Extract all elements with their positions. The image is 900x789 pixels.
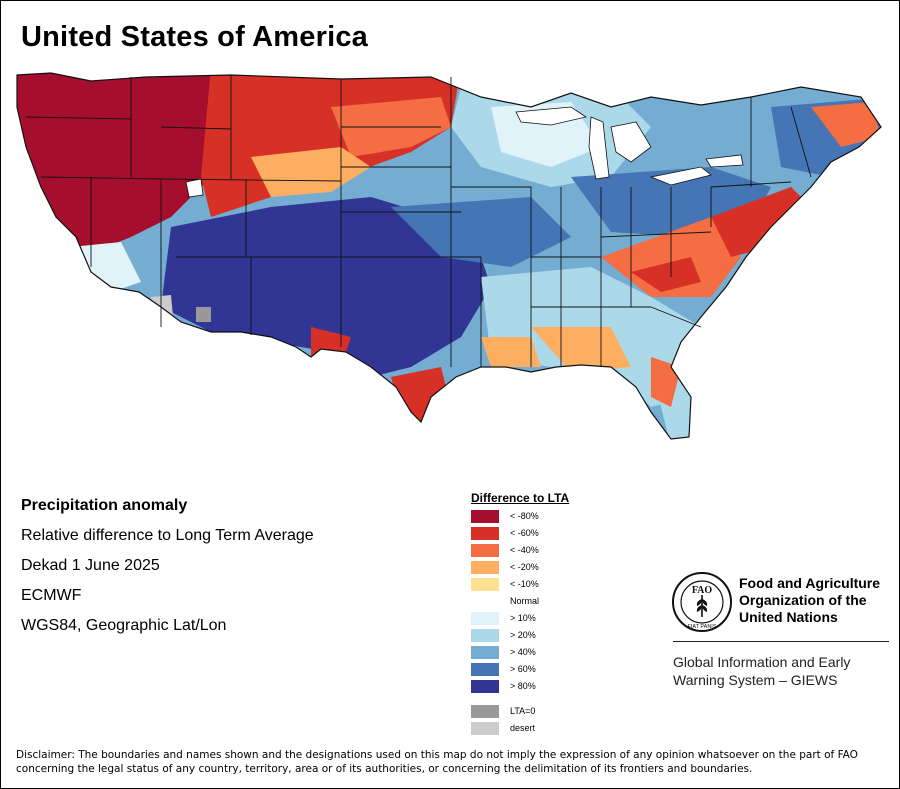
legend-swatch <box>471 561 499 574</box>
disclaimer: Disclaimer: The boundaries and names sho… <box>16 749 858 775</box>
legend-label: desert <box>510 723 536 733</box>
legend-item: LTA=0 <box>471 704 569 721</box>
giews-label: Global Information and Early Warning Sys… <box>673 654 851 688</box>
legend-swatch <box>471 646 499 659</box>
fao-emblem-icon: FAO FIAT PANIS <box>672 572 732 632</box>
legend-swatch <box>471 544 499 557</box>
legend-swatch <box>471 663 499 676</box>
legend-item: desert <box>471 721 569 738</box>
legend-item: < -20% <box>471 560 569 577</box>
precipitation-anomaly-map <box>16 72 882 440</box>
emblem-letters: FAO <box>692 585 713 596</box>
legend-label: > 40% <box>510 647 536 657</box>
legend-item: < -40% <box>471 543 569 560</box>
legend-label: < -40% <box>510 545 539 555</box>
legend-label: < -20% <box>510 562 539 572</box>
legend-swatch <box>471 705 499 718</box>
legend-swatch <box>471 595 499 608</box>
info-source: ECMWF <box>21 587 82 604</box>
legend-swatch <box>471 629 499 642</box>
legend-item: > 80% <box>471 679 569 696</box>
legend-label: > 20% <box>510 630 536 640</box>
legend-swatch <box>471 510 499 523</box>
legend-item: < -60% <box>471 526 569 543</box>
legend-item: < -80% <box>471 509 569 526</box>
fao-organization-name: Food and Agriculture Organization of the… <box>739 575 881 625</box>
legend-item: < -10% <box>471 577 569 594</box>
legend-swatch <box>471 527 499 540</box>
legend-label: < -60% <box>510 528 539 538</box>
legend-swatch <box>471 612 499 625</box>
legend-item: > 20% <box>471 628 569 645</box>
legend-title: Difference to LTA <box>471 491 570 505</box>
great-lakes <box>185 106 744 198</box>
map-title: United States of America <box>21 21 368 53</box>
legend-swatch <box>471 578 499 591</box>
info-heading: Precipitation anomaly <box>21 497 188 514</box>
legend-item: Normal <box>471 594 569 611</box>
legend-item: > 60% <box>471 662 569 679</box>
legend-label: > 80% <box>510 681 536 691</box>
emblem-motto: FIAT PANIS <box>687 624 716 630</box>
legend-label: Normal <box>510 596 540 606</box>
logo-divider <box>673 641 889 642</box>
info-subtitle: Relative difference to Long Term Average <box>21 527 314 544</box>
legend-item: > 40% <box>471 645 569 662</box>
legend-swatch <box>471 680 499 693</box>
legend-item: > 10% <box>471 611 569 628</box>
legend-label: < -80% <box>510 511 539 521</box>
legend-label: > 10% <box>510 613 536 623</box>
legend-swatch <box>471 722 499 735</box>
map-info: Precipitation anomaly Relative differenc… <box>21 495 314 645</box>
legend-label: < -10% <box>510 579 539 589</box>
info-projection: WGS84, Geographic Lat/Lon <box>21 617 227 634</box>
state-borders <box>16 72 882 440</box>
legend-label: > 60% <box>510 664 536 674</box>
info-period: Dekad 1 June 2025 <box>21 557 160 574</box>
legend: Difference to LTA < -80% < -60% < -40% < -2… <box>471 491 569 738</box>
legend-label: LTA=0 <box>510 706 536 716</box>
